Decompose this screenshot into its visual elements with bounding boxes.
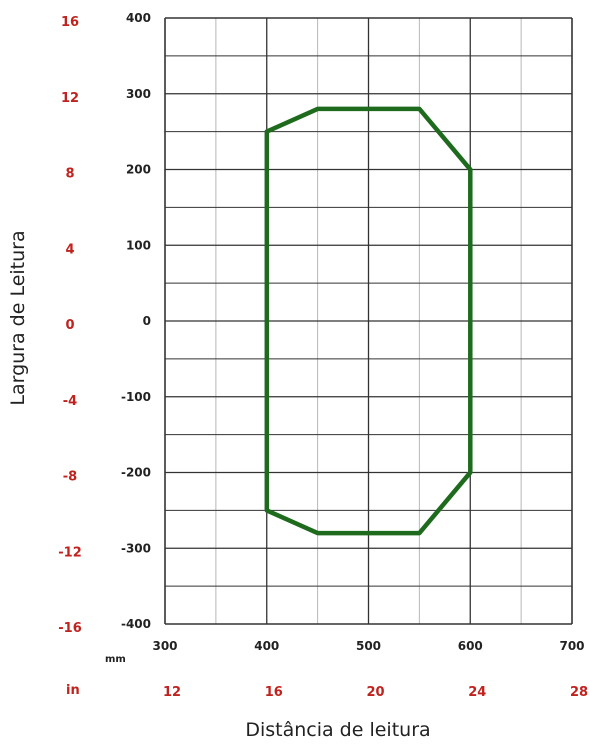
y-tick-label-mm: 100 (126, 238, 151, 252)
y-tick-label-mm: -200 (121, 466, 151, 480)
x-tick-label-mm: 400 (254, 639, 279, 653)
x-tick-label-mm: 500 (356, 639, 381, 653)
y-tick-label-mm: 200 (126, 163, 151, 177)
reading-field-outline (264, 106, 473, 536)
y-tick-label-mm: -100 (121, 390, 151, 404)
x-tick-labels-mm: 300 400 500 600 700 (152, 639, 584, 653)
x-unit-in-label: in (66, 683, 80, 698)
y-tick-label-mm: -300 (121, 541, 151, 555)
y-tick-label-in: 12 (61, 91, 79, 106)
y-tick-labels-in: 16 12 8 4 0 -4 -8 -12 -16 (58, 15, 82, 636)
x-tick-label-in: 16 (265, 685, 283, 700)
x-tick-label-mm: 700 (559, 639, 584, 653)
y-tick-label-in: -12 (58, 545, 82, 560)
y-tick-label-in: 0 (65, 318, 74, 333)
y-tick-label-in: 4 (65, 242, 74, 257)
series-layer (264, 106, 473, 536)
y-tick-label-in: 8 (65, 167, 74, 182)
x-tick-label-in: 20 (366, 685, 384, 700)
y-tick-label-mm: 400 (126, 11, 151, 25)
x-axis-title: Distância de leitura (245, 719, 430, 741)
x-unit-mm-label: mm (105, 654, 126, 665)
y-tick-label-mm: 300 (126, 87, 151, 101)
y-axis-title: Largura de Leitura (7, 230, 29, 405)
y-tick-label-mm: 0 (143, 314, 151, 328)
x-tick-label-in: 28 (570, 685, 588, 700)
x-tick-labels-in: 12 16 20 24 28 (163, 685, 588, 700)
x-tick-label-mm: 300 (152, 639, 177, 653)
x-tick-label-in: 24 (468, 685, 486, 700)
y-tick-label-in: 16 (61, 15, 79, 30)
y-tick-label-in: -16 (58, 621, 82, 636)
y-tick-label-mm: -400 (121, 617, 151, 631)
x-tick-label-in: 12 (163, 685, 181, 700)
y-tick-label-in: -8 (63, 470, 77, 485)
y-tick-label-in: -4 (63, 394, 77, 409)
x-tick-label-mm: 600 (458, 639, 483, 653)
y-tick-labels-mm: 400 300 200 100 0 -100 -200 -300 -400 (121, 11, 151, 631)
